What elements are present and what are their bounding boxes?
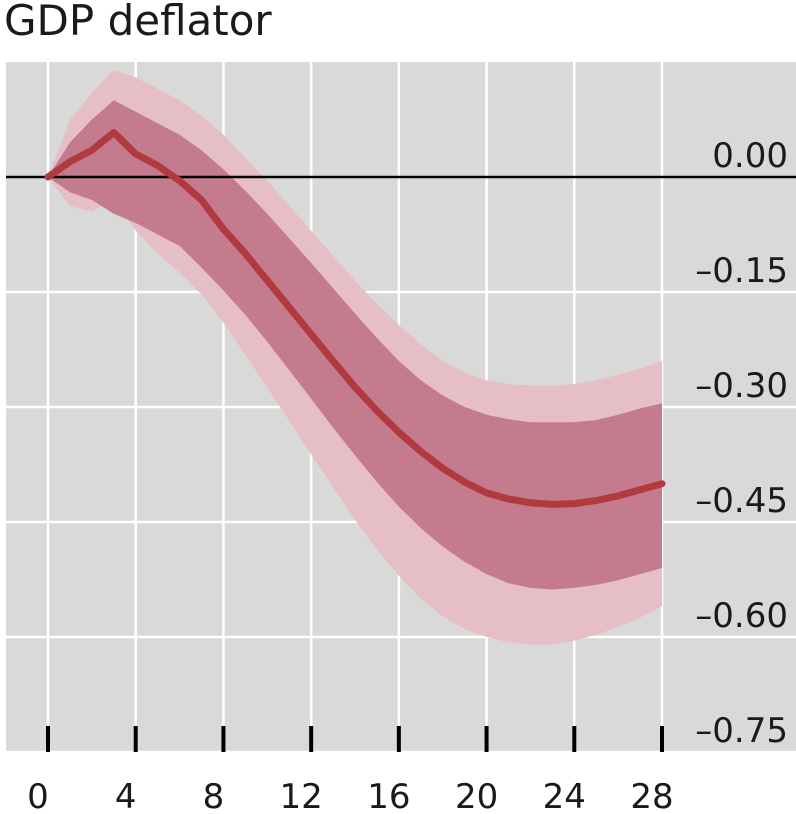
inner-band [48, 100, 662, 590]
y-axis-labels: 0.00 –0.15 –0.30 –0.45 –0.60 –0.75 [695, 136, 788, 751]
x-axis-ticks [46, 726, 664, 752]
x-tick-label-28: 28 [630, 777, 673, 814]
series-line [44, 129, 666, 508]
y-tick-label-5: –0.75 [695, 711, 788, 751]
x-tick-label-20: 20 [455, 777, 498, 814]
x-tick-label-24: 24 [543, 777, 586, 814]
x-tick-label-0: 0 [27, 777, 49, 814]
y-tick-label-2: –0.30 [695, 366, 788, 406]
y-tick-label-4: –0.60 [695, 596, 788, 636]
y-tick-label-1: –0.15 [695, 251, 788, 291]
x-tick-label-12: 12 [280, 777, 323, 814]
y-tick-label-3: –0.45 [695, 481, 788, 521]
x-tick-label-16: 16 [367, 777, 410, 814]
x-tick-label-4: 4 [115, 777, 137, 814]
y-tick-label-0: 0.00 [712, 136, 788, 176]
x-axis-labels: 0 4 8 12 16 20 24 28 [27, 777, 673, 814]
x-tick-label-8: 8 [203, 777, 225, 814]
chart-title: GDP deflator [4, 0, 272, 45]
